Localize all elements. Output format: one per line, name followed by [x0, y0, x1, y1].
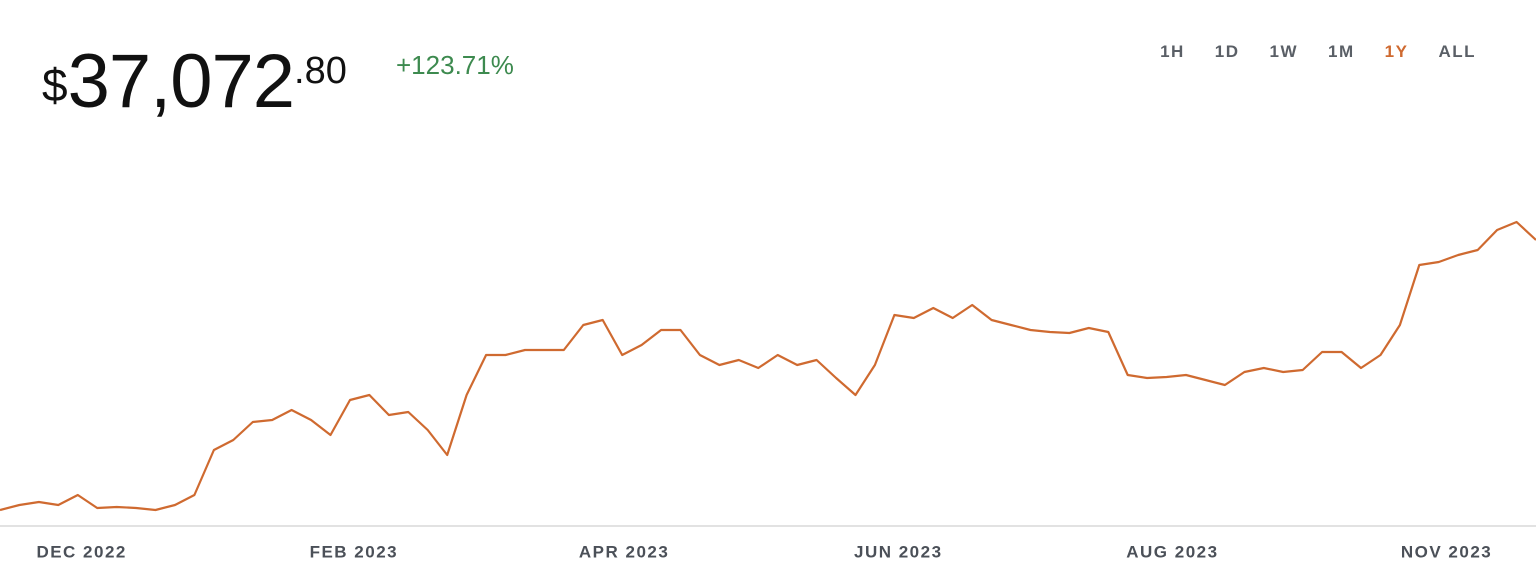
x-tick-label: JUN 2023 [854, 542, 943, 561]
x-tick-label: NOV 2023 [1401, 542, 1492, 561]
x-tick-label: DEC 2022 [36, 542, 126, 561]
range-button[interactable]: ALL [1438, 42, 1476, 61]
range-button[interactable]: 1M [1328, 42, 1355, 61]
range-button[interactable]: 1Y [1384, 42, 1409, 61]
price: $ 37,072 .80 [42, 38, 347, 126]
range-selector: 1H 1D 1W 1M 1Y ALL [1130, 42, 1476, 62]
x-tick-label: FEB 2023 [310, 542, 399, 561]
price-whole: 37,072 [67, 39, 295, 124]
price-line [0, 220, 1536, 512]
x-tick-label: APR 2023 [579, 542, 669, 561]
x-tick-label: AUG 2023 [1126, 542, 1218, 561]
change: +123.71% [396, 50, 514, 80]
range-button[interactable]: 1W [1269, 42, 1299, 61]
range-button[interactable]: 1H [1160, 42, 1185, 61]
range-button[interactable]: 1D [1214, 42, 1240, 61]
price-fraction: .80 [294, 50, 347, 92]
currency: $ [42, 59, 68, 111]
